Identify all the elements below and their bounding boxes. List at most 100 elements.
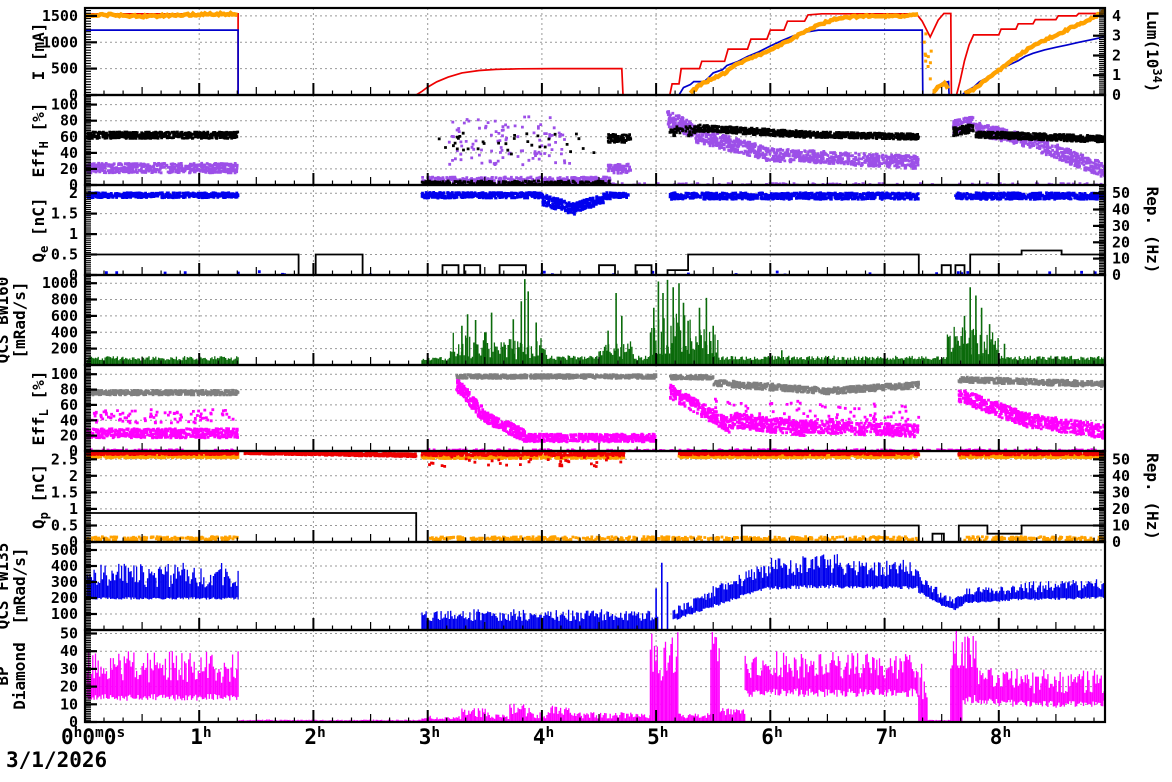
tick-label: 30: [60, 660, 78, 678]
tick-label: 300: [51, 573, 78, 591]
right-tick-label: 50: [1112, 184, 1130, 202]
tick-label: 100: [51, 365, 78, 383]
right-tick-label: 30: [1112, 483, 1130, 501]
right-tick-label: 40: [1112, 201, 1130, 219]
series-luminosity: [932, 79, 950, 94]
tick-label: 0: [69, 86, 78, 104]
right-tick-label: 2: [1112, 47, 1121, 65]
axis-title: Qe [nC]: [29, 197, 51, 262]
tick-label: 80: [60, 112, 78, 130]
axis-title: QCS FW135: [0, 543, 12, 630]
axis-title: Diamond: [10, 642, 29, 709]
tick-label: 500: [51, 60, 78, 78]
tick-label: 20: [60, 160, 78, 178]
tick-label: 200: [51, 589, 78, 607]
tick-label: 20: [60, 678, 78, 696]
series-eff-h-purple: [86, 110, 1105, 185]
panel-eff-l: [85, 365, 1105, 451]
tick-label: 1: [69, 225, 78, 243]
right-tick-label: 1: [1112, 66, 1121, 84]
series-bp-diamond-rate: [86, 630, 1105, 722]
tick-label: 400: [51, 557, 78, 575]
x-tick-label: 4h: [533, 725, 554, 749]
right-tick-label: 30: [1112, 217, 1130, 235]
right-tick-label: 4: [1112, 7, 1121, 25]
tick-label: 200: [51, 340, 78, 358]
x-tick-label: 0h0m0s: [61, 725, 125, 749]
tick-label: 1.5: [51, 483, 78, 501]
x-tick-label: 7h: [876, 725, 897, 749]
right-tick-label: 3: [1112, 27, 1121, 45]
axis-title: Qp [nC]: [29, 464, 51, 529]
axis-title: Lum(1034): [1143, 11, 1164, 93]
axis-title: BP: [0, 666, 12, 685]
tick-label: 20: [60, 427, 78, 445]
series-bw160-loss: [86, 313, 1105, 365]
tick-label: 1000: [42, 274, 78, 292]
right-tick-label: 40: [1112, 467, 1130, 485]
date-label: 3/1/2026: [6, 748, 108, 772]
tick-label: 40: [60, 411, 78, 429]
tick-label: 800: [51, 291, 78, 309]
axis-title: [mRad/s]: [10, 281, 29, 358]
tick-label: 0: [69, 266, 78, 284]
tick-label: 60: [60, 396, 78, 414]
tick-label: 100: [51, 96, 78, 114]
tick-label: 1: [69, 500, 78, 518]
series-eff-l-magenta: [86, 377, 1105, 451]
tick-label: 400: [51, 323, 78, 341]
tick-label: 1500: [42, 7, 78, 25]
tick-label: 50: [60, 625, 78, 643]
right-tick-label: 50: [1112, 450, 1130, 468]
axis-ticks: [84, 274, 1095, 366]
tick-label: 60: [60, 128, 78, 146]
x-tick-label: 2h: [304, 725, 325, 749]
panel-q-positron: [85, 451, 1105, 542]
tick-label: 0.5: [51, 246, 78, 264]
axis-title: EffL [%]: [29, 371, 51, 446]
series-qp-rep-rate: [85, 512, 1105, 542]
tick-label: 100: [51, 605, 78, 623]
tick-label: 0: [69, 442, 78, 460]
x-tick-label: 6h: [761, 725, 782, 749]
axis-ticks: [84, 541, 1095, 631]
axis-title: [mRad/s]: [10, 547, 29, 624]
right-tick-label: 20: [1112, 233, 1130, 251]
tick-label: 2.5: [51, 450, 78, 468]
series-qe-rep-rate: [85, 249, 1105, 275]
series-luminosity-dots: [922, 32, 933, 81]
right-tick-label: 10: [1112, 250, 1130, 268]
axis-ticks: [84, 629, 1095, 724]
tick-label: 0: [69, 533, 78, 551]
tick-label: 0: [69, 713, 78, 731]
series-eff-l-gray: [86, 373, 1105, 397]
tick-label: 80: [60, 381, 78, 399]
series-bw160-spikes: [461, 279, 1006, 365]
axis-title: Rep. (Hz): [1143, 453, 1162, 540]
tick-label: 500: [51, 541, 78, 559]
tick-label: 0.5: [51, 517, 78, 535]
right-tick-label: 0: [1112, 86, 1121, 104]
panel-qcs-bw160: [85, 275, 1105, 365]
series-her-current: [85, 12, 1105, 95]
x-tick-label: 5h: [647, 725, 668, 749]
x-tick-label: 3h: [419, 725, 440, 749]
tick-label: 2: [69, 184, 78, 202]
axis-title: Rep. (Hz): [1143, 187, 1162, 274]
right-tick-label: 0: [1112, 533, 1121, 551]
tick-label: 2: [69, 467, 78, 485]
axis-title: QCS BW160: [0, 277, 12, 364]
tick-label: 1.5: [51, 205, 78, 223]
x-tick-label: 1h: [190, 725, 211, 749]
right-tick-label: 20: [1112, 500, 1130, 518]
tick-label: 10: [60, 695, 78, 713]
tick-label: 40: [60, 642, 78, 660]
x-tick-label: 8h: [990, 725, 1011, 749]
panel-frame: [83, 273, 1107, 367]
axis-ticks: [84, 450, 1105, 544]
panel-q-electron: [85, 185, 1105, 275]
axis-title: I [mA]: [29, 23, 48, 81]
panel-bp-diamond: [85, 630, 1105, 722]
